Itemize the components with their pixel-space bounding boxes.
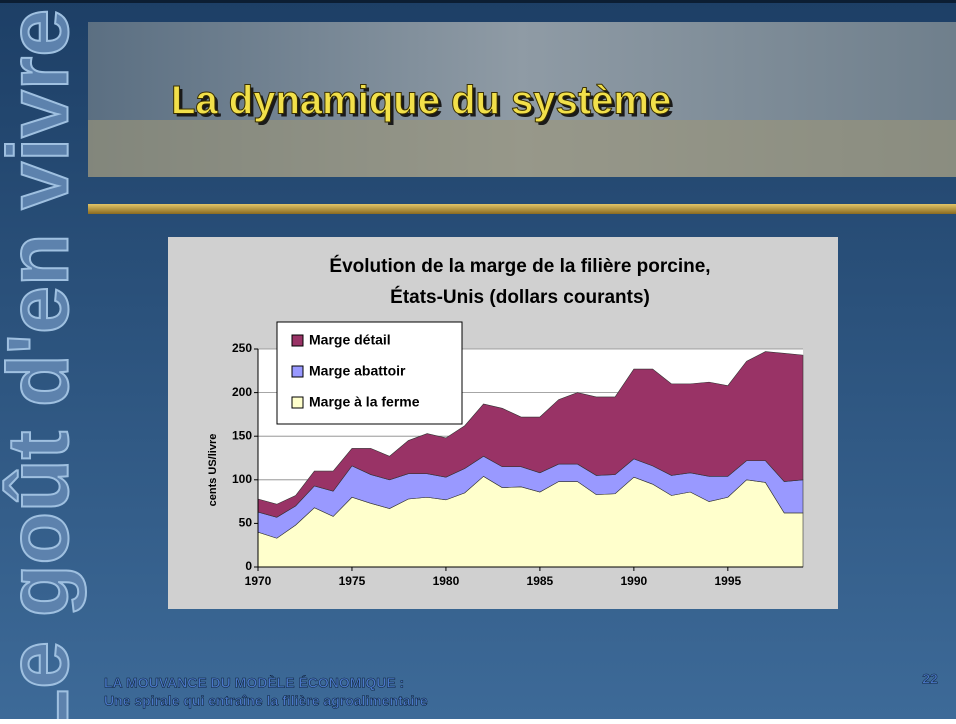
x-tick-label: 1980 xyxy=(433,574,460,588)
legend-swatch xyxy=(292,366,303,377)
y-tick-label: 50 xyxy=(239,516,253,530)
y-tick-label: 100 xyxy=(232,472,252,486)
gold-rule xyxy=(88,204,956,214)
x-tick-label: 1970 xyxy=(245,574,272,588)
side-text: Le goût d'en vivre xyxy=(0,9,87,719)
y-tick-label: 250 xyxy=(232,341,252,355)
x-tick-label: 1975 xyxy=(339,574,366,588)
x-tick-label: 1985 xyxy=(527,574,554,588)
chart-title: États-Unis (dollars courants) xyxy=(390,286,650,308)
y-tick-label: 150 xyxy=(232,428,252,442)
header-field xyxy=(88,120,956,177)
footer-line: LA MOUVANCE DU MODÈLE ÉCONOMIQUE : xyxy=(104,675,404,691)
slide: Le goût d'en vivre La dynamique du systè… xyxy=(0,0,956,719)
y-axis-label: cents US/livre xyxy=(207,434,219,507)
y-tick-label: 200 xyxy=(232,385,252,399)
frame xyxy=(0,0,956,3)
legend-label: Marge détail xyxy=(309,332,391,348)
chart-title: Évolution de la marge de la filière porc… xyxy=(329,255,710,277)
slide-title: La dynamique du système xyxy=(171,79,671,123)
legend-label: Marge à la ferme xyxy=(309,394,420,410)
page-number: 22 xyxy=(922,671,938,687)
y-tick-label: 0 xyxy=(245,559,252,573)
legend-label: Marge abattoir xyxy=(309,363,406,379)
x-tick-label: 1995 xyxy=(714,574,741,588)
legend-swatch xyxy=(292,335,303,346)
legend-swatch xyxy=(292,397,303,408)
footer-line: Une spirale qui entraîne la filière agro… xyxy=(104,693,428,709)
x-tick-label: 1990 xyxy=(621,574,648,588)
